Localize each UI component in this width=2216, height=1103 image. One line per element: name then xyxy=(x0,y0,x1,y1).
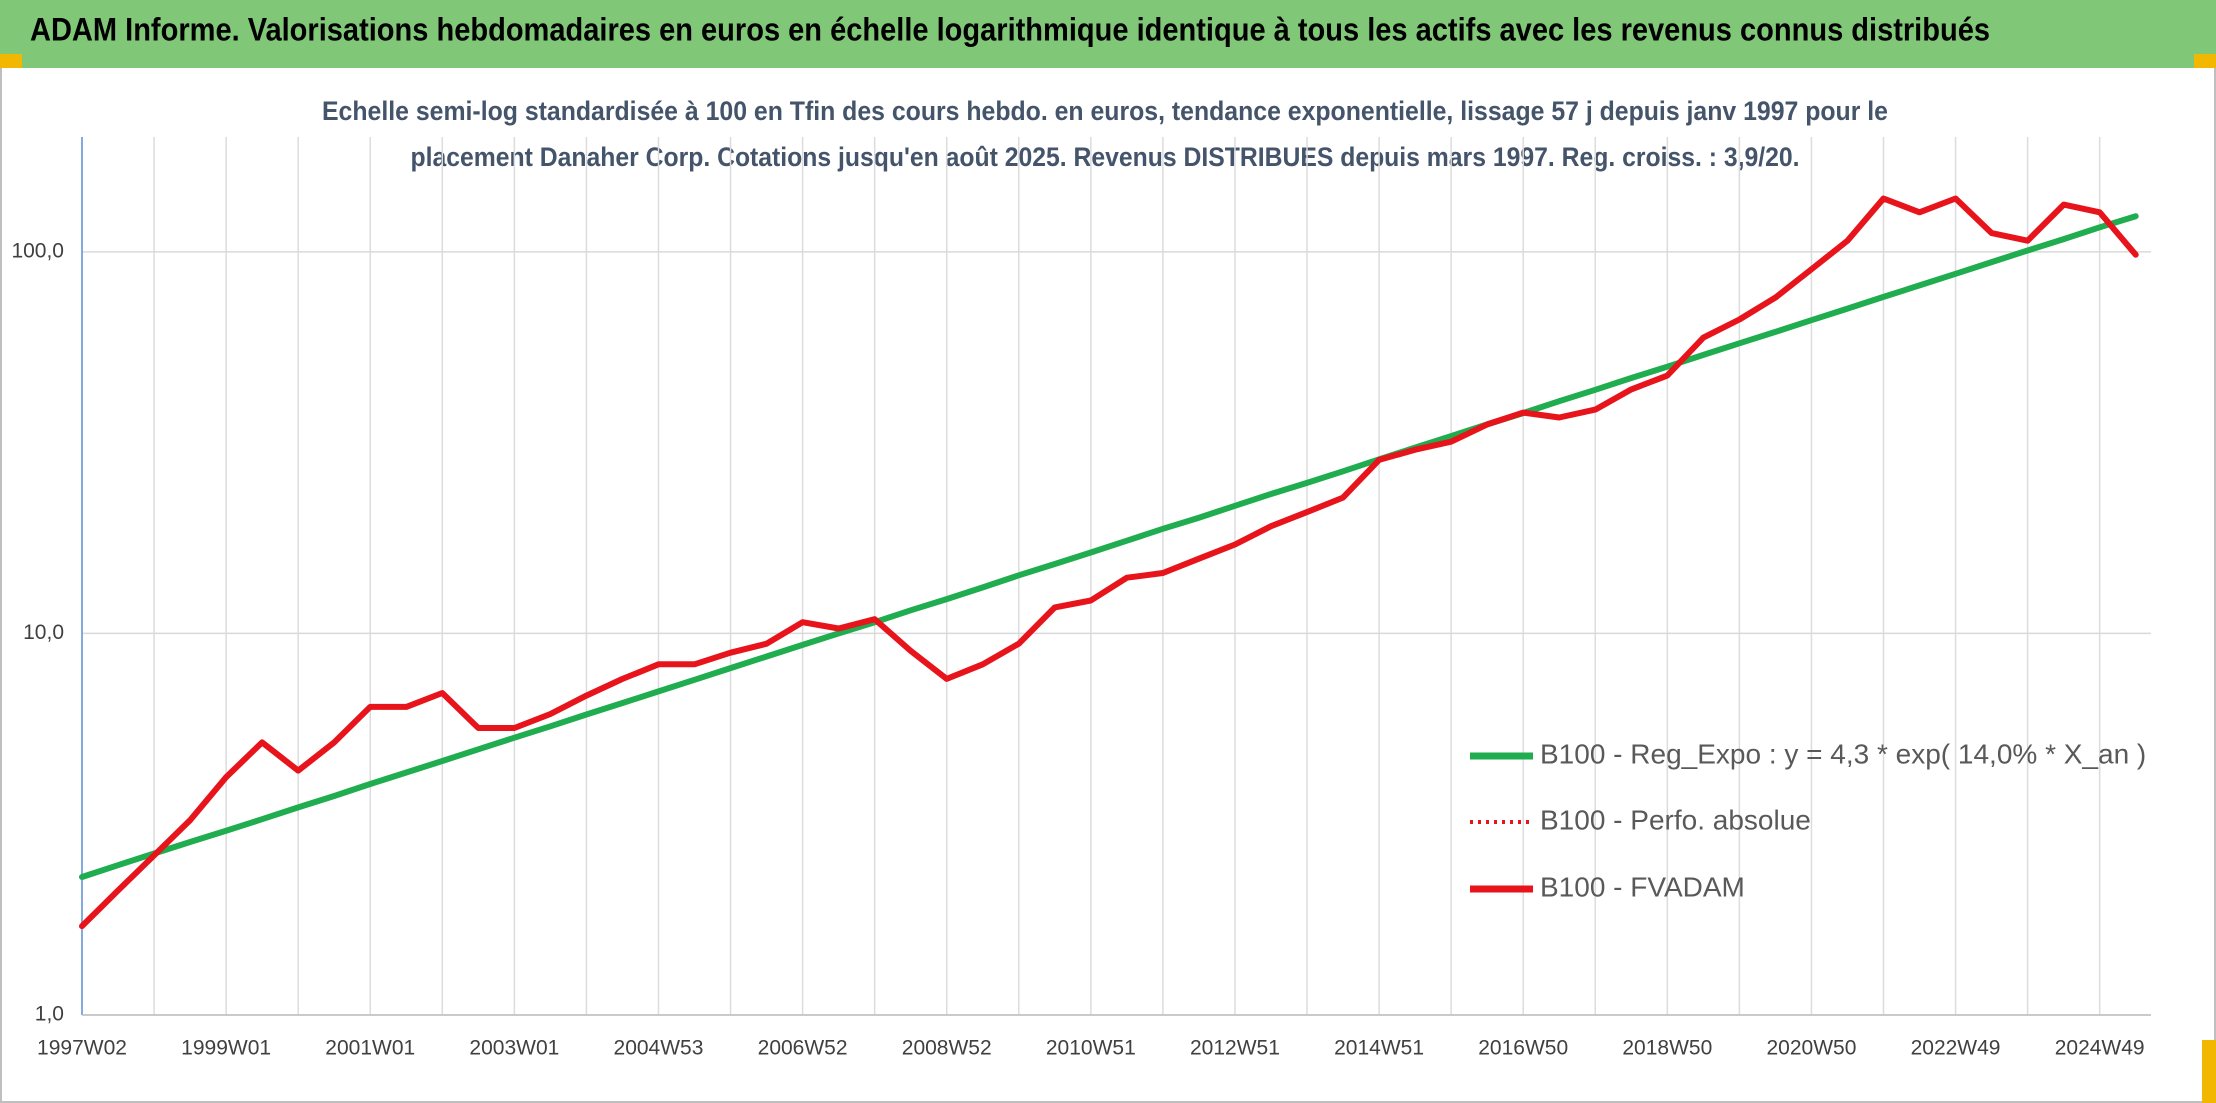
x-tick-label: 2018W50 xyxy=(1622,1037,1712,1060)
corner xyxy=(0,54,22,68)
chart-subtitle: placement Danaher Corp. Cotations jusqu'… xyxy=(411,142,1800,172)
series-line xyxy=(79,195,2139,930)
legend-label: B100 - Perfo. absolue xyxy=(1540,804,1811,835)
y-tick-label: 100,0 xyxy=(11,239,64,262)
chart-subtitle: Echelle semi-log standardisée à 100 en T… xyxy=(322,96,1888,126)
x-tick-label: 2020W50 xyxy=(1766,1037,1856,1060)
series-line xyxy=(79,213,2139,880)
x-tick-label: 1999W01 xyxy=(181,1037,271,1060)
x-tick-label: 2001W01 xyxy=(325,1037,415,1060)
x-tick-label: 2024W49 xyxy=(2055,1037,2145,1060)
y-tick-label: 1,0 xyxy=(35,1003,64,1026)
x-tick-label: 2010W51 xyxy=(1046,1037,1136,1060)
y-tick-label: 10,0 xyxy=(23,621,64,644)
page-title: ADAM Informe. Valorisations hebdomadaire… xyxy=(30,11,1990,47)
x-tick-label: 2003W01 xyxy=(469,1037,559,1060)
corner xyxy=(2202,1040,2216,1103)
x-tick-label: 2014W51 xyxy=(1334,1037,1424,1060)
legend-label: B100 - Reg_Expo : y = 4,3 * exp( 14,0% *… xyxy=(1540,738,2146,769)
x-tick-label: 2012W51 xyxy=(1190,1037,1280,1060)
header-bar xyxy=(0,0,2216,68)
corner xyxy=(2194,54,2216,68)
x-tick-label: 2006W52 xyxy=(758,1037,848,1060)
x-tick-label: 2022W49 xyxy=(1911,1037,2001,1060)
x-tick-label: 2008W52 xyxy=(902,1037,992,1060)
legend-label: B100 - FVADAM xyxy=(1540,871,1745,902)
x-tick-label: 2004W53 xyxy=(614,1037,704,1060)
x-tick-label: 1997W02 xyxy=(37,1037,127,1060)
x-tick-label: 2016W50 xyxy=(1478,1037,1568,1060)
